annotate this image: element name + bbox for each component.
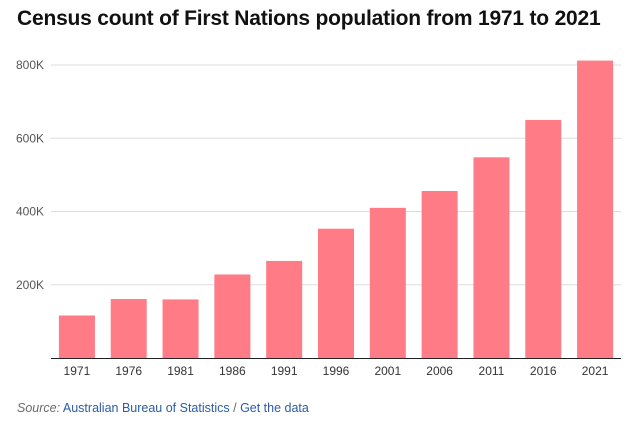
bar: [58, 315, 95, 358]
y-tick-label: 200K: [16, 278, 44, 292]
x-tick-label: 2021: [582, 364, 609, 378]
source-label: Source:: [17, 401, 61, 415]
x-tick-label: 1991: [271, 364, 298, 378]
x-tick-label: 1971: [64, 364, 91, 378]
x-tick-label: 1981: [167, 364, 194, 378]
y-tick-label: 600K: [16, 131, 44, 145]
bar: [110, 299, 147, 358]
chart-title: Census count of First Nations population…: [17, 7, 601, 30]
x-tick-label: 1976: [115, 364, 142, 378]
source-line: Source: Australian Bureau of Statistics …: [17, 401, 309, 415]
bar: [473, 157, 510, 358]
bar: [162, 299, 199, 358]
x-tick-label: 2001: [374, 364, 401, 378]
y-tick-label: 800K: [16, 58, 44, 72]
bar: [318, 228, 354, 358]
bar-chart: 200K 400K 600K 800K 1971 1976 1981 1986 1991 1996…: [16, 58, 621, 378]
bar: [214, 274, 251, 358]
bar: [421, 190, 458, 358]
bar: [266, 260, 303, 358]
x-tick-label: 1986: [219, 364, 246, 378]
source-link[interactable]: Australian Bureau of Statistics: [62, 401, 230, 415]
x-tick-label: 2016: [530, 364, 557, 378]
y-tick-label: 400K: [16, 205, 44, 219]
bar: [525, 119, 562, 358]
source-separator: /: [229, 401, 241, 415]
bar: [369, 207, 406, 358]
bar: [577, 60, 614, 358]
x-tick-label: 2011: [479, 364, 505, 378]
x-tick-label: 2006: [426, 364, 453, 378]
x-tick-label: 1996: [323, 364, 350, 378]
get-data-link[interactable]: Get the data: [240, 401, 309, 415]
